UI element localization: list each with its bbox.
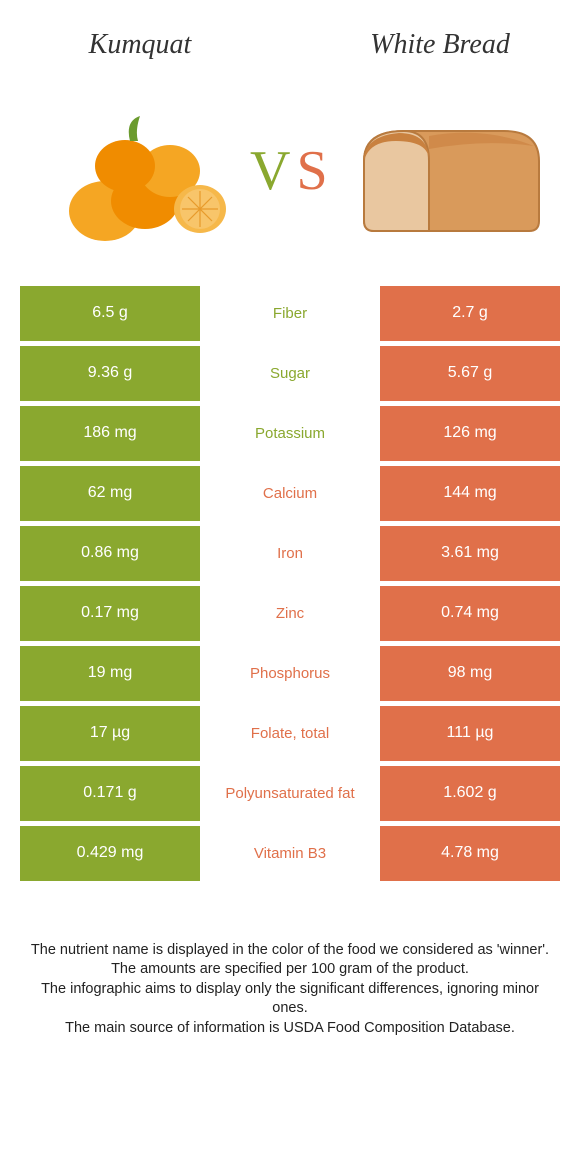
value-left: 62 mg [20, 466, 200, 521]
value-left: 0.171 g [20, 766, 200, 821]
comparison-row: 6.5 gFiber2.7 g [20, 286, 560, 341]
footnote-line: The amounts are specified per 100 gram o… [30, 960, 550, 980]
value-right: 5.67 g [380, 346, 560, 401]
comparison-row: 186 mgPotassium126 mg [20, 406, 560, 461]
value-left: 19 mg [20, 646, 200, 701]
comparison-row: 9.36 gSugar5.67 g [20, 346, 560, 401]
footnote-line: The infographic aims to display only the… [30, 980, 550, 1019]
value-right: 1.602 g [380, 766, 560, 821]
comparison-row: 0.86 mgIron3.61 mg [20, 526, 560, 581]
value-right: 126 mg [380, 406, 560, 461]
nutrient-label: Potassium [200, 406, 380, 461]
nutrient-label: Vitamin B3 [200, 826, 380, 881]
header-row: Kumquat White Bread [40, 30, 540, 61]
value-right: 144 mg [380, 466, 560, 521]
comparison-row: 19 mgPhosphorus98 mg [20, 646, 560, 701]
value-left: 186 mg [20, 406, 200, 461]
value-right: 4.78 mg [380, 826, 560, 881]
images-row: VS [30, 86, 550, 256]
comparison-table: 6.5 gFiber2.7 g9.36 gSugar5.67 g186 mgPo… [20, 286, 560, 881]
vs-v: V [250, 140, 296, 202]
value-left: 17 µg [20, 706, 200, 761]
value-right: 0.74 mg [380, 586, 560, 641]
value-left: 0.86 mg [20, 526, 200, 581]
value-right: 98 mg [380, 646, 560, 701]
value-right: 3.61 mg [380, 526, 560, 581]
comparison-row: 0.429 mgVitamin B34.78 mg [20, 826, 560, 881]
footnote-line: The main source of information is USDA F… [30, 1019, 550, 1039]
nutrient-label: Fiber [200, 286, 380, 341]
footnotes: The nutrient name is displayed in the co… [20, 941, 560, 1039]
value-left: 6.5 g [20, 286, 200, 341]
nutrient-label: Calcium [200, 466, 380, 521]
value-right: 111 µg [380, 706, 560, 761]
comparison-row: 0.171 gPolyunsaturated fat1.602 g [20, 766, 560, 821]
vs-label: VS [250, 139, 334, 203]
kumquat-illustration [30, 91, 250, 251]
nutrient-label: Iron [200, 526, 380, 581]
comparison-row: 0.17 mgZinc0.74 mg [20, 586, 560, 641]
nutrient-label: Zinc [200, 586, 380, 641]
title-right: White Bread [340, 30, 540, 61]
value-left: 9.36 g [20, 346, 200, 401]
value-left: 0.17 mg [20, 586, 200, 641]
title-left: Kumquat [40, 30, 240, 61]
nutrient-label: Phosphorus [200, 646, 380, 701]
nutrient-label: Folate, total [200, 706, 380, 761]
comparison-row: 62 mgCalcium144 mg [20, 466, 560, 521]
value-left: 0.429 mg [20, 826, 200, 881]
vs-s: S [296, 140, 333, 202]
bread-illustration [334, 91, 554, 251]
footnote-line: The nutrient name is displayed in the co… [30, 941, 550, 961]
comparison-row: 17 µgFolate, total111 µg [20, 706, 560, 761]
nutrient-label: Polyunsaturated fat [200, 766, 380, 821]
nutrient-label: Sugar [200, 346, 380, 401]
value-right: 2.7 g [380, 286, 560, 341]
